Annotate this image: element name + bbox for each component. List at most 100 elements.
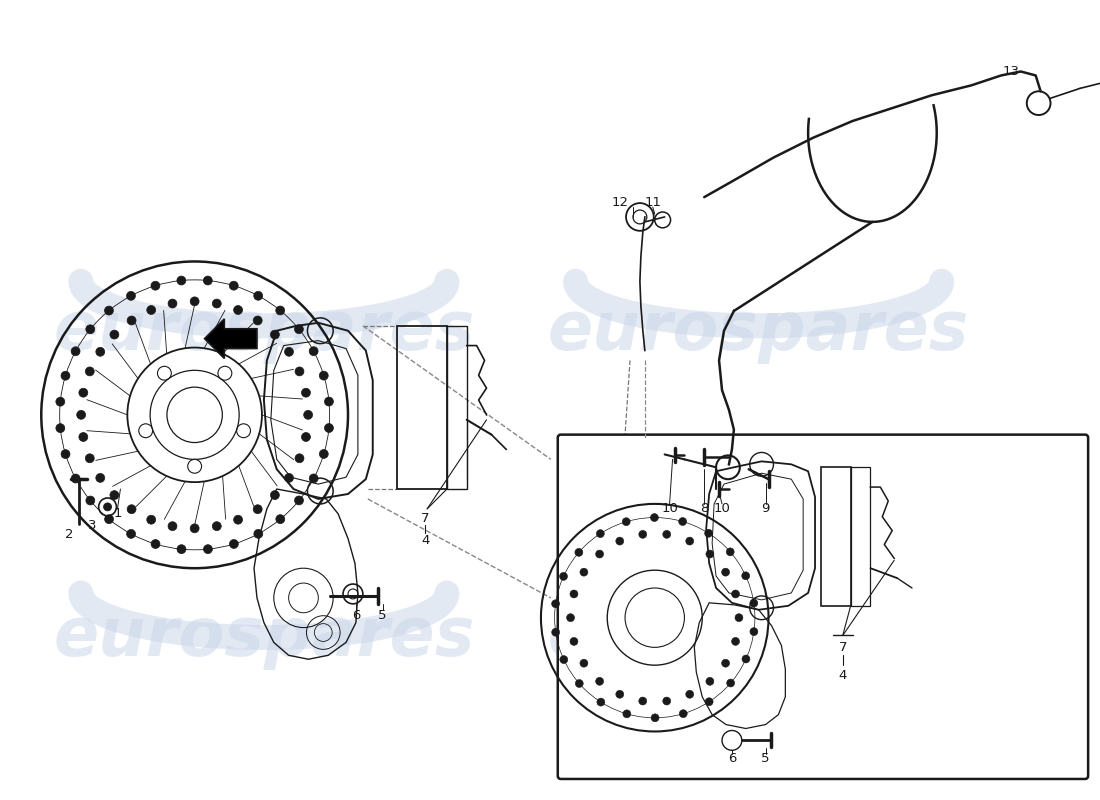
- Text: 10: 10: [714, 502, 730, 515]
- Circle shape: [253, 505, 262, 514]
- Circle shape: [177, 276, 186, 285]
- Circle shape: [304, 410, 312, 419]
- Circle shape: [79, 388, 88, 397]
- Circle shape: [685, 537, 694, 545]
- Text: 11: 11: [645, 196, 661, 209]
- Text: 6: 6: [728, 752, 736, 765]
- Circle shape: [570, 590, 578, 598]
- Circle shape: [705, 530, 713, 538]
- Circle shape: [72, 347, 80, 356]
- Circle shape: [110, 490, 119, 499]
- Circle shape: [86, 454, 95, 462]
- Circle shape: [616, 537, 624, 545]
- Circle shape: [309, 474, 318, 483]
- Circle shape: [566, 614, 574, 622]
- Circle shape: [151, 539, 160, 549]
- Text: 7: 7: [421, 512, 429, 526]
- Text: 4: 4: [838, 669, 847, 682]
- Circle shape: [276, 306, 285, 315]
- Text: eurospares: eurospares: [548, 298, 969, 364]
- Circle shape: [750, 628, 758, 635]
- Circle shape: [580, 568, 587, 576]
- Circle shape: [190, 297, 199, 306]
- Text: 1: 1: [113, 507, 122, 520]
- Circle shape: [741, 572, 750, 580]
- Circle shape: [177, 545, 186, 554]
- Text: 3: 3: [88, 519, 97, 532]
- Circle shape: [597, 698, 605, 706]
- Circle shape: [229, 282, 239, 290]
- Circle shape: [212, 522, 221, 530]
- Circle shape: [732, 638, 739, 646]
- Circle shape: [319, 371, 328, 380]
- Text: 9: 9: [761, 502, 770, 515]
- Text: 12: 12: [612, 196, 628, 209]
- Circle shape: [722, 568, 729, 576]
- Circle shape: [204, 276, 212, 285]
- Circle shape: [319, 450, 328, 458]
- Circle shape: [651, 714, 659, 722]
- Circle shape: [285, 474, 294, 482]
- Circle shape: [575, 679, 583, 687]
- Circle shape: [86, 325, 95, 334]
- Circle shape: [126, 530, 135, 538]
- Circle shape: [230, 539, 239, 549]
- Polygon shape: [205, 319, 257, 358]
- Text: 13: 13: [1002, 65, 1020, 78]
- Circle shape: [727, 679, 735, 687]
- Circle shape: [168, 299, 177, 308]
- Circle shape: [295, 325, 304, 334]
- Circle shape: [103, 503, 111, 511]
- Circle shape: [301, 388, 310, 397]
- Circle shape: [595, 678, 604, 686]
- Circle shape: [301, 433, 310, 442]
- Circle shape: [663, 697, 671, 705]
- Circle shape: [271, 330, 279, 339]
- Circle shape: [726, 548, 734, 556]
- Circle shape: [639, 697, 647, 705]
- Circle shape: [86, 496, 95, 505]
- Circle shape: [679, 518, 686, 526]
- Circle shape: [623, 710, 630, 718]
- Circle shape: [295, 367, 304, 376]
- Text: 2: 2: [65, 528, 74, 541]
- Circle shape: [616, 690, 624, 698]
- Text: eurospares: eurospares: [53, 298, 474, 364]
- Circle shape: [128, 505, 136, 514]
- Circle shape: [233, 515, 242, 524]
- Circle shape: [735, 614, 743, 622]
- Circle shape: [560, 573, 568, 580]
- Circle shape: [104, 514, 113, 524]
- Circle shape: [575, 548, 583, 556]
- Circle shape: [705, 698, 713, 706]
- Circle shape: [551, 600, 560, 608]
- Circle shape: [110, 330, 119, 339]
- Circle shape: [295, 496, 304, 505]
- Circle shape: [650, 514, 659, 522]
- Circle shape: [233, 306, 242, 314]
- Circle shape: [253, 316, 262, 325]
- Circle shape: [324, 397, 333, 406]
- Text: 5: 5: [761, 752, 770, 765]
- Circle shape: [623, 518, 630, 526]
- Circle shape: [151, 282, 160, 290]
- Circle shape: [168, 522, 177, 530]
- Circle shape: [77, 410, 86, 419]
- Circle shape: [663, 530, 671, 538]
- Circle shape: [128, 316, 136, 325]
- FancyBboxPatch shape: [558, 434, 1088, 779]
- Circle shape: [750, 599, 758, 607]
- Circle shape: [580, 659, 587, 667]
- Circle shape: [742, 655, 750, 663]
- Circle shape: [96, 474, 104, 482]
- Text: 5: 5: [378, 610, 387, 622]
- Circle shape: [56, 398, 65, 406]
- Circle shape: [295, 454, 304, 462]
- Circle shape: [104, 306, 113, 315]
- Circle shape: [732, 590, 739, 598]
- Circle shape: [685, 690, 694, 698]
- Circle shape: [706, 678, 714, 686]
- Circle shape: [96, 347, 104, 356]
- Circle shape: [72, 474, 80, 483]
- Circle shape: [204, 545, 212, 554]
